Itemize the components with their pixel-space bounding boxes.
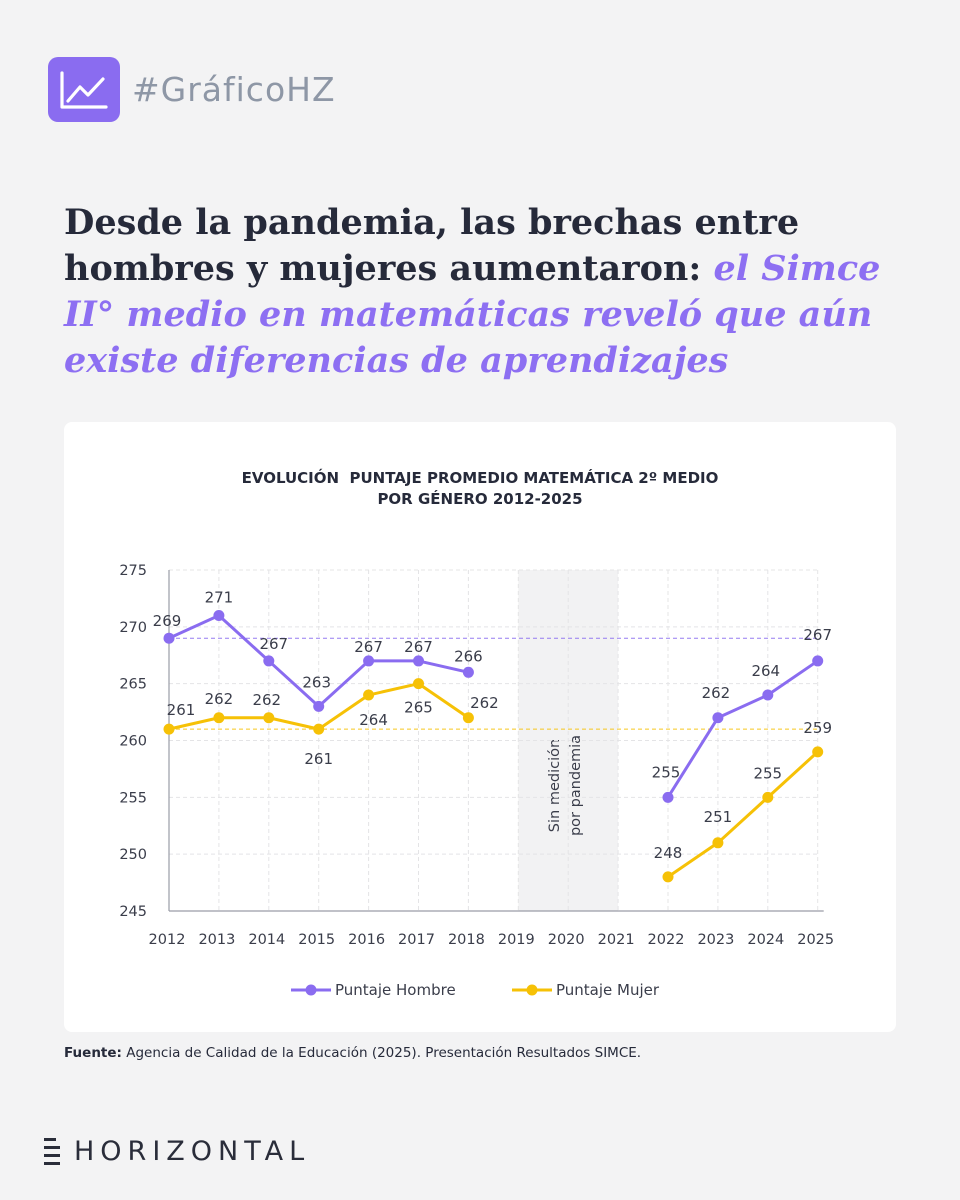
data-point-mujer bbox=[662, 871, 674, 883]
data-point-mujer bbox=[263, 712, 275, 724]
legend-swatch-marker bbox=[305, 984, 317, 996]
y-tick-label: 260 bbox=[119, 734, 147, 750]
data-label-mujer: 265 bbox=[404, 699, 433, 717]
y-tick-label: 245 bbox=[119, 904, 147, 920]
data-label-hombre: 269 bbox=[153, 612, 182, 630]
data-point-hombre bbox=[363, 655, 375, 667]
x-tick-label: 2012 bbox=[149, 932, 186, 948]
x-tick-label: 2015 bbox=[298, 932, 335, 948]
x-tick-label: 2020 bbox=[548, 932, 585, 948]
data-label-hombre: 267 bbox=[404, 638, 433, 656]
x-tick-label: 2024 bbox=[747, 932, 784, 948]
headline-part1: Desde la pandemia, las brechas entre hom… bbox=[64, 202, 800, 289]
data-label-mujer: 264 bbox=[359, 711, 388, 729]
line-chart-icon bbox=[48, 57, 120, 122]
data-point-mujer bbox=[712, 837, 724, 849]
x-tick-label: 2018 bbox=[448, 932, 485, 948]
shaded-region-label-line1: Sin medición bbox=[547, 739, 563, 832]
series-line-mujer bbox=[667, 750, 819, 879]
hashtag: #GráficoHZ bbox=[132, 70, 336, 109]
source-note: Fuente: Agencia de Calidad de la Educaci… bbox=[64, 1045, 641, 1061]
brand-logo: HORIZONTAL bbox=[44, 1136, 310, 1167]
data-point-hombre bbox=[163, 632, 175, 644]
x-tick-label: 2019 bbox=[498, 932, 535, 948]
legend-label: Puntaje Mujer bbox=[556, 981, 660, 999]
data-label-hombre: 267 bbox=[803, 626, 832, 644]
y-tick-label: 270 bbox=[119, 620, 147, 636]
data-point-hombre bbox=[812, 655, 824, 667]
x-tick-label: 2017 bbox=[398, 932, 435, 948]
data-label-mujer: 262 bbox=[470, 694, 499, 712]
data-label-hombre: 267 bbox=[259, 635, 288, 653]
data-label-hombre: 262 bbox=[702, 684, 731, 702]
x-tick-label: 2021 bbox=[598, 932, 635, 948]
data-point-mujer bbox=[363, 689, 375, 701]
data-point-hombre bbox=[213, 609, 225, 621]
data-label-hombre: 266 bbox=[454, 647, 483, 665]
x-tick-label: 2022 bbox=[648, 932, 685, 948]
brand-mark-icon bbox=[44, 1137, 62, 1166]
data-label-mujer: 262 bbox=[205, 690, 234, 708]
data-label-mujer: 251 bbox=[704, 808, 733, 826]
data-point-hombre bbox=[413, 655, 424, 667]
line-chart: Sin medición por pandemia 275 270 265 260 255 2… bbox=[119, 563, 834, 999]
data-label-mujer: 255 bbox=[753, 764, 782, 782]
data-label-hombre: 263 bbox=[302, 673, 331, 691]
x-tick-label: 2016 bbox=[348, 932, 385, 948]
x-tick-label: 2023 bbox=[697, 932, 734, 948]
headline-part2: el Simce II° medio en matemáticas reveló… bbox=[64, 248, 881, 381]
data-point-hombre bbox=[662, 791, 674, 803]
data-label-mujer: 248 bbox=[654, 844, 683, 862]
data-point-mujer bbox=[213, 712, 225, 724]
series-line-hombre bbox=[666, 659, 819, 799]
data-point-mujer bbox=[413, 678, 424, 690]
x-tick-label: 2013 bbox=[198, 932, 235, 948]
y-tick-label: 265 bbox=[119, 677, 147, 693]
headline: Desde la pandemia, las brechas entre hom… bbox=[64, 200, 894, 384]
source-label: Fuente: bbox=[64, 1045, 122, 1061]
x-tick-label: 2014 bbox=[248, 932, 285, 948]
data-point-hombre bbox=[462, 666, 474, 678]
data-label-mujer: 261 bbox=[167, 701, 196, 719]
data-point-mujer bbox=[462, 712, 474, 724]
data-label-mujer: 259 bbox=[803, 719, 832, 737]
y-tick-label: 275 bbox=[119, 563, 147, 579]
data-label-hombre: 264 bbox=[751, 662, 780, 680]
header: #GráficoHZ bbox=[48, 57, 336, 122]
x-tick-label: 2025 bbox=[797, 932, 834, 948]
data-point-hombre bbox=[313, 700, 325, 712]
chart-card: EVOLUCIÓN PUNTAJE PROMEDIO MATEMÁTICA 2º… bbox=[64, 422, 896, 1032]
chart-title-line1: EVOLUCIÓN PUNTAJE PROMEDIO MATEMÁTICA 2º… bbox=[241, 469, 719, 487]
data-label-hombre: 267 bbox=[354, 638, 383, 656]
data-point-hombre bbox=[712, 712, 724, 724]
data-label-mujer: 261 bbox=[304, 750, 333, 768]
data-point-mujer bbox=[762, 791, 774, 803]
legend-label: Puntaje Hombre bbox=[335, 981, 456, 999]
legend-swatch-marker bbox=[526, 984, 538, 996]
shaded-region-label-line2: por pandemia bbox=[568, 735, 584, 836]
data-label-hombre: 271 bbox=[205, 588, 234, 606]
data-point-hombre bbox=[762, 689, 774, 701]
data-point-hombre bbox=[263, 655, 275, 667]
data-point-mujer bbox=[313, 723, 325, 735]
y-tick-label: 255 bbox=[119, 790, 147, 806]
chart-title: EVOLUCIÓN PUNTAJE PROMEDIO MATEMÁTICA 2º… bbox=[64, 468, 896, 510]
data-label-mujer: 262 bbox=[252, 691, 281, 709]
data-label-hombre: 255 bbox=[652, 763, 681, 781]
data-point-mujer bbox=[163, 723, 175, 735]
y-tick-label: 250 bbox=[119, 847, 147, 863]
source-text: Agencia de Calidad de la Educación (2025… bbox=[121, 1045, 642, 1061]
chart-title-line2: POR GÉNERO 2012-2025 bbox=[377, 490, 583, 508]
brand-name: HORIZONTAL bbox=[74, 1136, 311, 1167]
data-point-mujer bbox=[812, 746, 824, 758]
